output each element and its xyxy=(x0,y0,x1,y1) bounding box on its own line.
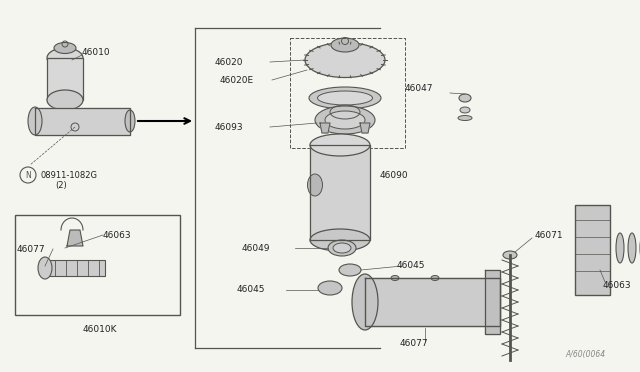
Text: (2): (2) xyxy=(55,180,67,189)
Ellipse shape xyxy=(47,48,83,68)
Bar xyxy=(15,215,180,315)
Text: 46077: 46077 xyxy=(17,244,45,253)
Polygon shape xyxy=(35,108,130,135)
Ellipse shape xyxy=(431,276,439,280)
Polygon shape xyxy=(485,270,500,334)
Polygon shape xyxy=(67,230,83,246)
Ellipse shape xyxy=(616,233,624,263)
Ellipse shape xyxy=(391,276,399,280)
Ellipse shape xyxy=(328,240,356,256)
Text: 46090: 46090 xyxy=(380,170,408,180)
Ellipse shape xyxy=(307,174,323,196)
Text: 46045: 46045 xyxy=(397,262,426,270)
Ellipse shape xyxy=(54,42,76,54)
Text: 46071: 46071 xyxy=(535,231,564,240)
Ellipse shape xyxy=(125,110,135,132)
Text: 46020E: 46020E xyxy=(220,76,254,84)
Text: 46063: 46063 xyxy=(103,231,132,240)
Text: 46077: 46077 xyxy=(400,340,429,349)
Ellipse shape xyxy=(318,281,342,295)
Ellipse shape xyxy=(460,107,470,113)
Polygon shape xyxy=(365,278,500,326)
Ellipse shape xyxy=(315,106,375,134)
Ellipse shape xyxy=(38,257,52,279)
Ellipse shape xyxy=(309,87,381,109)
Text: 46045: 46045 xyxy=(237,285,266,295)
Bar xyxy=(575,205,610,295)
Ellipse shape xyxy=(628,233,636,263)
Text: 46049: 46049 xyxy=(242,244,271,253)
Ellipse shape xyxy=(310,134,370,156)
Text: 08911-1082G: 08911-1082G xyxy=(40,170,97,180)
Bar xyxy=(290,38,405,148)
Ellipse shape xyxy=(331,38,359,52)
Ellipse shape xyxy=(503,251,517,259)
Text: 46093: 46093 xyxy=(215,122,244,131)
Ellipse shape xyxy=(317,91,372,105)
Polygon shape xyxy=(360,123,370,133)
Polygon shape xyxy=(310,145,370,240)
Text: 46020: 46020 xyxy=(215,58,243,67)
Bar xyxy=(45,260,105,276)
Ellipse shape xyxy=(28,107,42,135)
Polygon shape xyxy=(320,123,330,133)
Ellipse shape xyxy=(352,274,378,330)
Bar xyxy=(47,58,83,100)
Text: 46063: 46063 xyxy=(603,282,632,291)
Text: N: N xyxy=(25,170,31,180)
Text: 46047: 46047 xyxy=(405,83,433,93)
Ellipse shape xyxy=(305,42,385,77)
Ellipse shape xyxy=(458,115,472,121)
Ellipse shape xyxy=(339,264,361,276)
Text: 46010: 46010 xyxy=(82,48,111,57)
Ellipse shape xyxy=(459,94,471,102)
Ellipse shape xyxy=(325,111,365,129)
Ellipse shape xyxy=(310,229,370,251)
Text: 46010K: 46010K xyxy=(83,324,117,334)
Text: A/60(0064: A/60(0064 xyxy=(565,350,605,359)
Ellipse shape xyxy=(333,243,351,253)
Ellipse shape xyxy=(47,90,83,110)
